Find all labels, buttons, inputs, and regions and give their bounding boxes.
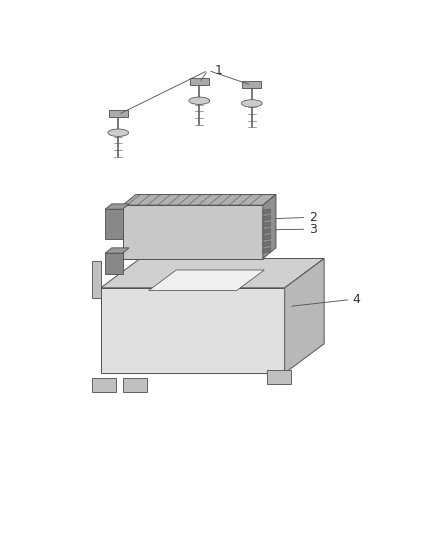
Polygon shape [263, 228, 271, 234]
Polygon shape [263, 209, 271, 214]
Ellipse shape [241, 100, 262, 107]
Polygon shape [101, 259, 324, 288]
Text: 3: 3 [309, 223, 317, 236]
Polygon shape [92, 261, 101, 298]
Polygon shape [263, 235, 271, 240]
Polygon shape [149, 270, 264, 290]
Polygon shape [263, 195, 276, 259]
Polygon shape [105, 209, 123, 239]
Text: 2: 2 [309, 211, 317, 224]
Polygon shape [263, 215, 271, 221]
Text: 4: 4 [353, 293, 360, 306]
Bar [109, 110, 128, 117]
Polygon shape [123, 195, 276, 205]
Ellipse shape [108, 129, 129, 136]
Polygon shape [101, 288, 285, 373]
Polygon shape [263, 222, 271, 227]
Text: 1: 1 [215, 64, 223, 77]
Ellipse shape [189, 97, 210, 104]
Polygon shape [105, 253, 123, 274]
Polygon shape [263, 248, 271, 253]
Polygon shape [123, 205, 263, 259]
Polygon shape [285, 259, 324, 373]
Bar [92, 378, 116, 392]
Polygon shape [105, 248, 129, 253]
Bar [267, 370, 291, 384]
Bar [242, 81, 261, 87]
Bar [190, 78, 209, 85]
Polygon shape [263, 241, 271, 247]
Bar [123, 378, 147, 392]
Polygon shape [105, 204, 129, 209]
